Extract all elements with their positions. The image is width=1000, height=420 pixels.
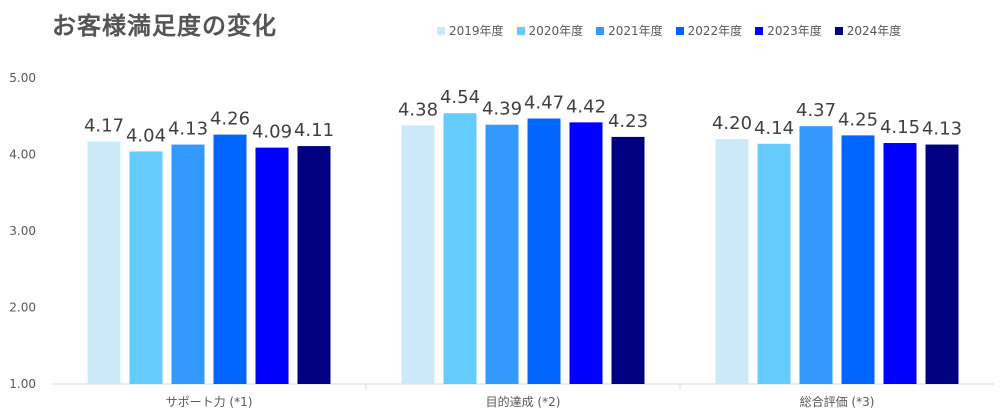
bar xyxy=(841,135,875,384)
legend-label: 2020年度 xyxy=(528,24,584,38)
bar xyxy=(757,143,791,384)
data-label: 4.25 xyxy=(838,109,878,130)
legend-label: 2022年度 xyxy=(687,24,743,38)
legend-swatch xyxy=(834,26,843,35)
legend-label: 2023年度 xyxy=(767,24,822,38)
bar xyxy=(883,143,917,384)
data-label: 4.04 xyxy=(126,125,166,146)
legend-swatch xyxy=(596,26,605,35)
data-label: 4.39 xyxy=(482,99,522,120)
data-label: 4.54 xyxy=(440,87,480,108)
legend-item: 2023年度 xyxy=(755,22,822,39)
data-label: 4.47 xyxy=(524,93,564,114)
bar xyxy=(129,151,163,384)
x-category-label: サポート力 (*1) xyxy=(166,395,253,409)
data-label: 4.11 xyxy=(294,120,334,141)
legend-item: 2024年度 xyxy=(834,22,902,39)
data-label: 4.42 xyxy=(566,96,606,117)
data-label: 4.09 xyxy=(252,122,292,143)
y-tick-label: 3.00 xyxy=(9,224,36,238)
bar xyxy=(715,139,749,384)
data-label: 4.23 xyxy=(608,111,648,132)
bar xyxy=(87,141,121,384)
bar xyxy=(297,146,331,384)
data-label: 4.38 xyxy=(398,99,438,120)
legend-swatch xyxy=(755,26,764,35)
bar xyxy=(443,113,477,384)
chart-legend: 2019年度 2020年度 2021年度 2022年度 2023年度 2024年度 xyxy=(437,22,914,39)
y-tick-label: 4.00 xyxy=(9,148,36,162)
data-label: 4.17 xyxy=(84,115,124,136)
legend-item: 2019年度 xyxy=(437,22,504,39)
legend-label: 2024年度 xyxy=(846,24,902,38)
chart-title: お客様満足度の変化 xyxy=(52,12,277,40)
data-label: 4.37 xyxy=(796,100,836,121)
bar xyxy=(401,125,435,385)
legend-swatch xyxy=(516,26,525,35)
legend-item: 2021年度 xyxy=(596,22,663,39)
legend-item: 2022年度 xyxy=(675,22,743,39)
bar xyxy=(171,144,205,384)
data-label: 4.15 xyxy=(880,117,920,138)
data-label: 4.13 xyxy=(922,119,962,140)
bar xyxy=(485,124,519,384)
bar xyxy=(925,144,959,384)
bar xyxy=(569,122,603,385)
x-category-label: 総合評価 (*3) xyxy=(800,394,875,409)
y-tick-label: 5.00 xyxy=(9,71,36,85)
bar xyxy=(611,136,645,384)
bar xyxy=(527,118,561,385)
legend-swatch xyxy=(437,26,445,35)
y-tick-label: 2.00 xyxy=(9,301,36,315)
data-label: 4.14 xyxy=(754,118,794,139)
bar xyxy=(255,147,289,384)
data-label: 4.26 xyxy=(210,109,250,130)
data-label: 4.20 xyxy=(712,113,752,134)
x-category-label: 目的達成 (*2) xyxy=(486,394,561,409)
data-label: 4.13 xyxy=(168,119,208,140)
y-tick-label: 1.00 xyxy=(9,377,36,391)
legend-label: 2021年度 xyxy=(608,24,663,38)
legend-label: 2019年度 xyxy=(449,24,504,38)
legend-swatch xyxy=(675,26,684,35)
bar xyxy=(799,126,833,384)
legend-item: 2020年度 xyxy=(516,22,584,39)
bar xyxy=(213,134,247,384)
